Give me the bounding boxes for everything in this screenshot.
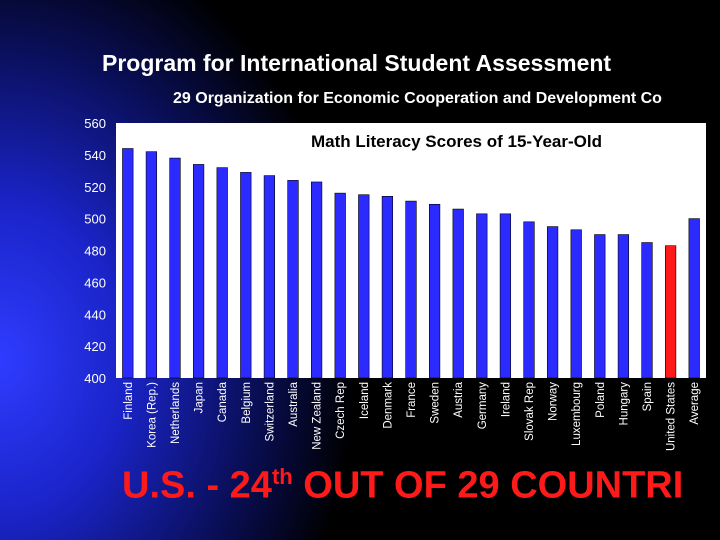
x-tick-label: Poland [595, 382, 607, 418]
bar [452, 208, 464, 379]
bar [145, 151, 158, 379]
bar [381, 196, 394, 379]
y-tick-label: 460 [84, 275, 106, 290]
bar [641, 242, 653, 379]
bar [523, 221, 535, 379]
x-tick-label: Switzerland [264, 382, 276, 441]
x-tick-label: Average [689, 382, 701, 425]
bar [240, 172, 252, 379]
bar [334, 192, 346, 379]
bar [122, 148, 134, 379]
x-tick-label: Slovak Rep [524, 382, 536, 441]
x-tick-label: Sweden [430, 382, 442, 424]
slide-title: Program for International Student Assess… [102, 50, 612, 76]
x-tick-label: Luxembourg [571, 382, 583, 446]
footer-text-pre: U.S. - 24 [122, 464, 272, 507]
bar [594, 234, 606, 379]
bar [499, 213, 512, 379]
x-tick-label: Canada [217, 381, 229, 422]
y-tick-label: 500 [84, 212, 106, 227]
chart-title: Math Literacy Scores of 15-Year-Old [311, 132, 602, 151]
x-tick-label: Denmark [382, 382, 394, 429]
bar [310, 181, 323, 379]
y-tick-label: 520 [84, 180, 106, 195]
bar [287, 180, 299, 379]
y-tick-label: 420 [84, 339, 106, 354]
x-tick-label: Ireland [500, 382, 512, 417]
bars [122, 148, 700, 379]
bar [476, 213, 488, 379]
footer-callout: U.S. - 24th OUT OF 29 COUNTRI [0, 464, 720, 508]
x-tick-label: Iceland [359, 382, 371, 419]
bar [263, 175, 276, 379]
bar [428, 203, 441, 379]
bar [688, 218, 700, 379]
bar [192, 164, 205, 379]
x-tick-label: Germany [477, 382, 489, 430]
x-tick-label: United States [666, 382, 678, 451]
x-axis-labels: Finland Korea (Rep.) Netherlands Japan Canad… [123, 381, 701, 451]
x-tick-label: Austria [453, 381, 465, 417]
y-tick-label: 400 [84, 371, 106, 386]
y-tick-label: 440 [84, 307, 106, 322]
x-tick-label: Australia [288, 381, 300, 426]
bar [546, 226, 559, 379]
x-tick-label: Korea (Rep.) [146, 382, 158, 448]
bar [570, 229, 582, 379]
y-axis: 400 420 440 460 480 500 520 540 560 [84, 116, 106, 386]
bar [216, 167, 228, 379]
x-tick-label: Spain [642, 382, 654, 411]
x-tick-label: Hungary [618, 382, 630, 426]
bar [169, 157, 181, 379]
x-tick-label: France [406, 382, 418, 418]
x-tick-label: Netherlands [170, 382, 182, 444]
x-tick-label: New Zealand [312, 382, 324, 450]
y-tick-label: 560 [84, 116, 106, 131]
bar [358, 194, 370, 379]
y-tick-label: 540 [84, 148, 106, 163]
bar-chart: 400 420 440 460 480 500 520 540 560 Finland Korea… [84, 116, 706, 451]
x-tick-label: Japan [194, 382, 206, 413]
footer-text-post: OUT OF 29 COUNTRI [292, 464, 684, 507]
x-tick-label: Belgium [241, 382, 253, 424]
footer-text-sup: th [271, 464, 293, 489]
y-tick-label: 480 [84, 244, 106, 259]
x-tick-label: Czech Rep [335, 382, 347, 439]
bar [664, 245, 677, 379]
slide-subtitle: 29 Organization for Economic Cooperation… [173, 90, 662, 107]
x-tick-label: Finland [123, 382, 135, 420]
bar [617, 234, 630, 379]
x-tick-label: Norway [548, 382, 560, 421]
bar [405, 200, 417, 379]
